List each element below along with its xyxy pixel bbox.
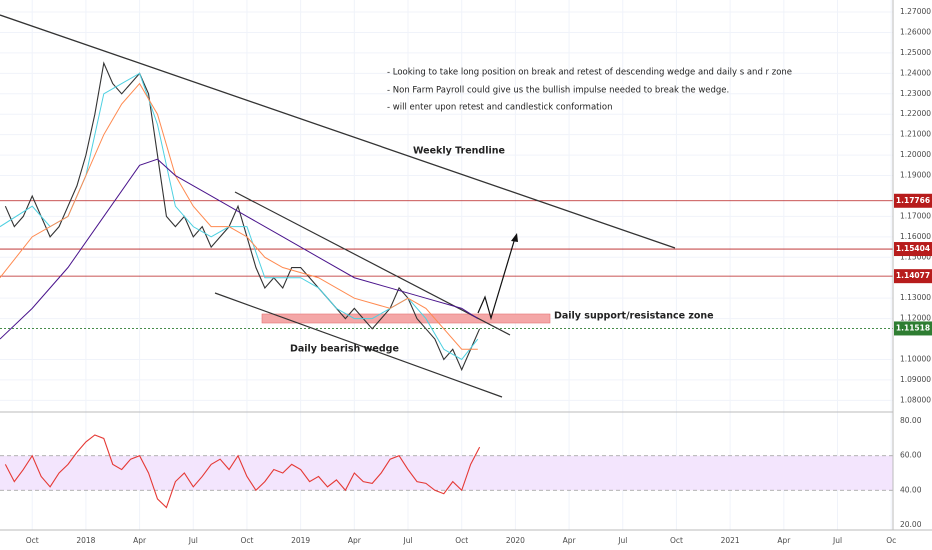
series-line xyxy=(0,82,478,350)
x-tick-label: Oc xyxy=(886,536,896,545)
x-tick-label: Oct xyxy=(26,536,39,545)
level-label: 1.14077 xyxy=(896,271,930,280)
x-tick-label: Oct xyxy=(455,536,468,545)
x-tick-label: 2019 xyxy=(291,536,310,545)
y-tick-label: 1.15000 xyxy=(900,252,931,261)
level-tag xyxy=(894,321,932,336)
series-line xyxy=(4,434,481,509)
level-label: 1.17766 xyxy=(896,196,930,205)
projection-arrow xyxy=(477,237,516,321)
annotation: - Looking to take long position on break… xyxy=(387,68,792,78)
y-tick-label: 1.12000 xyxy=(900,314,931,323)
y-tick-label: 1.10000 xyxy=(900,354,931,363)
level-label: 1.15404 xyxy=(896,244,930,253)
y-tick-label: 1.22000 xyxy=(900,109,931,118)
annotation: - will enter upon retest and candlestick… xyxy=(387,103,612,113)
x-tick-label: Oct xyxy=(240,536,253,545)
x-tick-label: 2020 xyxy=(506,536,525,545)
wedge-label: Daily bearish wedge xyxy=(290,344,399,355)
x-tick-label: Jul xyxy=(617,536,627,545)
y-tick-label: 1.16000 xyxy=(900,232,931,241)
annotation: - Non Farm Payroll could give us the bul… xyxy=(387,86,729,96)
y-tick-label: 1.17000 xyxy=(900,211,931,220)
x-tick-label: Apr xyxy=(133,536,147,545)
level-tag xyxy=(894,269,932,284)
y-tick-label: 1.08000 xyxy=(900,395,931,404)
x-tick-label: 2021 xyxy=(721,536,740,545)
y-tick-label: 1.25000 xyxy=(900,48,931,57)
y-tick-label: 40.00 xyxy=(900,485,922,494)
y-tick-label: 1.20000 xyxy=(900,150,931,159)
wedge-lower xyxy=(214,292,503,398)
y-tick-label: 1.19000 xyxy=(900,171,931,180)
level-label: 1.11518 xyxy=(896,323,930,332)
y-tick-label: 1.26000 xyxy=(900,27,931,36)
x-tick-label: Oct xyxy=(670,536,683,545)
arrow-head xyxy=(511,233,518,242)
trendline-label: Weekly Trendline xyxy=(413,146,505,157)
rsi-band xyxy=(0,455,893,491)
x-tick-label: 2018 xyxy=(76,536,95,545)
zone-label: Daily support/resistance zone xyxy=(554,311,714,322)
series-line xyxy=(4,61,481,372)
y-tick-label: 80.00 xyxy=(900,416,922,425)
x-tick-label: Jul xyxy=(832,536,842,545)
x-tick-label: Apr xyxy=(348,536,362,545)
y-tick-label: 1.23000 xyxy=(900,89,931,98)
y-tick-label: 1.27000 xyxy=(900,7,931,16)
y-tick-label: 1.21000 xyxy=(900,130,931,139)
y-tick-label: 60.00 xyxy=(900,451,922,460)
sr-zone xyxy=(261,313,551,324)
wedge-upper xyxy=(234,191,511,336)
x-tick-label: Apr xyxy=(777,536,791,545)
weekly-trendline xyxy=(0,14,676,249)
y-tick-label: 1.24000 xyxy=(900,68,931,77)
x-tick-label: Jul xyxy=(402,536,412,545)
y-tick-label: 1.13000 xyxy=(900,293,931,302)
level-tag xyxy=(894,242,932,257)
x-tick-label: Apr xyxy=(563,536,577,545)
y-tick-label: 1.09000 xyxy=(900,375,931,384)
series-line xyxy=(0,158,479,340)
level-tag xyxy=(894,193,932,208)
marks-layer xyxy=(0,61,481,509)
x-tick-label: Jul xyxy=(188,536,198,545)
y-tick-label: 20.00 xyxy=(900,520,922,529)
